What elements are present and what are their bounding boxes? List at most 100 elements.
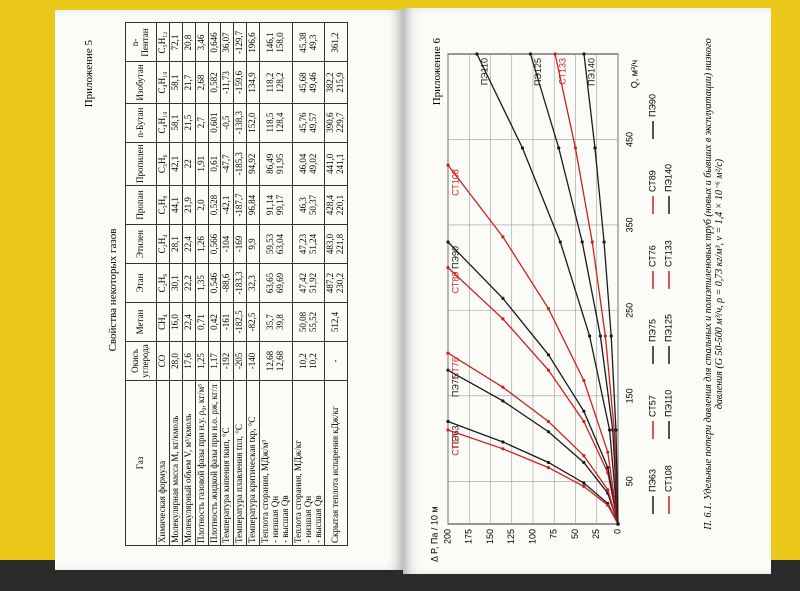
table-row: Теплота сгорания, МДж/кг - низшая Qн - выс… <box>292 22 325 546</box>
table-row: Молекулярный объем V, м³/кмоль 17,6 22,4 22… <box>182 22 196 546</box>
table-cell: -138,3 <box>233 103 247 143</box>
curve <box>447 241 619 525</box>
y-tick-label: 150 <box>485 529 495 544</box>
curve-label: ПЭ75 <box>450 374 460 397</box>
table-cell: 9,9 <box>246 224 260 264</box>
table-cell: 2,7 <box>195 103 209 143</box>
table-cell: 59,53 63,04 <box>259 224 293 264</box>
curve-label: ПЭ125 <box>533 58 543 86</box>
table-cell: 118,2 128,2 <box>259 61 293 104</box>
left-page-content: Приложение 5 Свойства некоторых газов Га… <box>55 10 403 570</box>
table-cell: 0,61 <box>208 142 221 186</box>
table-cell: C₃H₆ <box>156 142 170 186</box>
table-cell: 0,601 <box>208 103 221 143</box>
point <box>446 240 450 244</box>
cell-line: 49,3 <box>307 34 318 51</box>
x-tick-label: 450 <box>624 132 634 147</box>
row-label: Теплота сгорания, МДж/кг - низшая Qн - выс… <box>292 380 325 546</box>
table-cell: 390,6 229,7 <box>324 103 348 143</box>
table-cell: 47,42 51,92 <box>292 263 325 303</box>
table-cell: -42,1 <box>220 185 234 225</box>
table-cell: 58,1 <box>169 61 183 104</box>
cell-line: 12,68 <box>274 350 285 372</box>
table-cell: 196,6 <box>246 22 260 62</box>
cell-line: 158,0 <box>274 32 285 53</box>
curve-label: СТ108 <box>450 169 460 196</box>
point <box>446 428 450 432</box>
row-label: Молекулярная масса M, кг/кмоль <box>169 380 183 546</box>
row-label: Температура кипения tкип, °С <box>220 380 234 546</box>
curve-label: ПЭ90 <box>450 246 460 269</box>
column-header: n-Бутан <box>125 103 157 143</box>
table-cell: 146,1 158,0 <box>259 22 293 62</box>
table-cell: 45,76 49,57 <box>292 103 325 143</box>
table-cell: 1,25 <box>195 341 209 381</box>
curve <box>447 369 619 525</box>
table-cell: 22,4 <box>182 302 196 342</box>
column-header: Этан <box>125 263 157 303</box>
point <box>582 481 586 485</box>
table-row: Теплота сгорания, МДж/м³ - низшая Qн - выс… <box>259 22 293 546</box>
table-cell: 22,2 <box>182 263 196 303</box>
point <box>602 240 606 244</box>
point <box>520 146 525 150</box>
table-cell: 0,546 <box>208 263 221 303</box>
y-axis-label: Δ P, Па / 10 м <box>429 506 439 562</box>
curve-label: СТ76 <box>450 357 460 379</box>
table-cell: 1,91 <box>195 142 209 186</box>
cell-line: 49,02 <box>307 153 318 174</box>
table-cell: -159,6 <box>233 61 247 104</box>
curve-label: ПЭ140 <box>586 58 596 86</box>
table-cell: 21,9 <box>182 185 196 225</box>
point <box>501 296 505 300</box>
column-header: n-Пентан <box>125 22 157 62</box>
table-row: Температура кипения tкип, °С -192 -161 -88,… <box>220 22 234 546</box>
cell-line: 215,9 <box>335 72 346 93</box>
table-cell: 45,38 49,3 <box>292 22 325 62</box>
table-cell: 118,5 128,4 <box>259 103 293 143</box>
cell-line: 49,46 <box>307 72 318 93</box>
cell-line: 229,7 <box>335 112 346 133</box>
table-cell: 21,7 <box>182 61 196 104</box>
cell-line: 39,8 <box>274 314 285 330</box>
table-cell: 35,7 39,8 <box>259 302 293 342</box>
table-cell: 3,46 <box>195 22 209 62</box>
point <box>582 409 586 413</box>
table-cell: 47,23 51,24 <box>292 224 325 264</box>
table-cell: 45,68 49,46 <box>292 61 325 104</box>
point <box>616 522 620 526</box>
table-cell: 512,4 <box>324 302 348 342</box>
point <box>593 146 597 150</box>
table-cell: -187,7 <box>233 185 247 225</box>
point <box>582 419 586 424</box>
y-tick-label: 200 <box>442 529 452 544</box>
point <box>501 399 505 403</box>
row-label: Теплота сгорания, МДж/м³ - низшая Qн - выс… <box>259 380 293 546</box>
table-cell: 86,49 91,95 <box>259 142 293 186</box>
point <box>501 385 505 389</box>
row-label: Химическая формула <box>156 380 170 546</box>
table-cell: 2,0 <box>195 185 209 225</box>
point <box>606 450 610 454</box>
legend-label: СТ133 <box>663 240 673 267</box>
table-cell: 10,2 10,2 <box>292 341 325 381</box>
cell-line: 230,2 <box>335 272 346 294</box>
point <box>573 146 578 150</box>
point <box>557 146 561 150</box>
table-cell: 0,566 <box>208 224 221 264</box>
gas-table: Газ Окись углерода Метан Этан Этилен Пропан Пр… <box>125 22 348 546</box>
table-cell: 50,08 55,52 <box>292 302 325 342</box>
cell-line: 91,95 <box>274 153 285 174</box>
table-cell: 96,84 <box>246 185 260 225</box>
table-row: Скрытая теплота испарения кДж/кг -512,4 48… <box>324 22 348 546</box>
table-cell: -11,73 <box>220 61 234 104</box>
curve <box>476 53 619 525</box>
table-cell: 428,4 220,1 <box>324 185 348 225</box>
table-cell: 483,0 221,8 <box>324 224 348 264</box>
cell-line: 10,2 <box>307 353 318 369</box>
y-tick-label: 75 <box>549 529 559 539</box>
point <box>582 378 586 383</box>
table-cell: 22 <box>182 142 196 186</box>
curve <box>447 267 619 525</box>
